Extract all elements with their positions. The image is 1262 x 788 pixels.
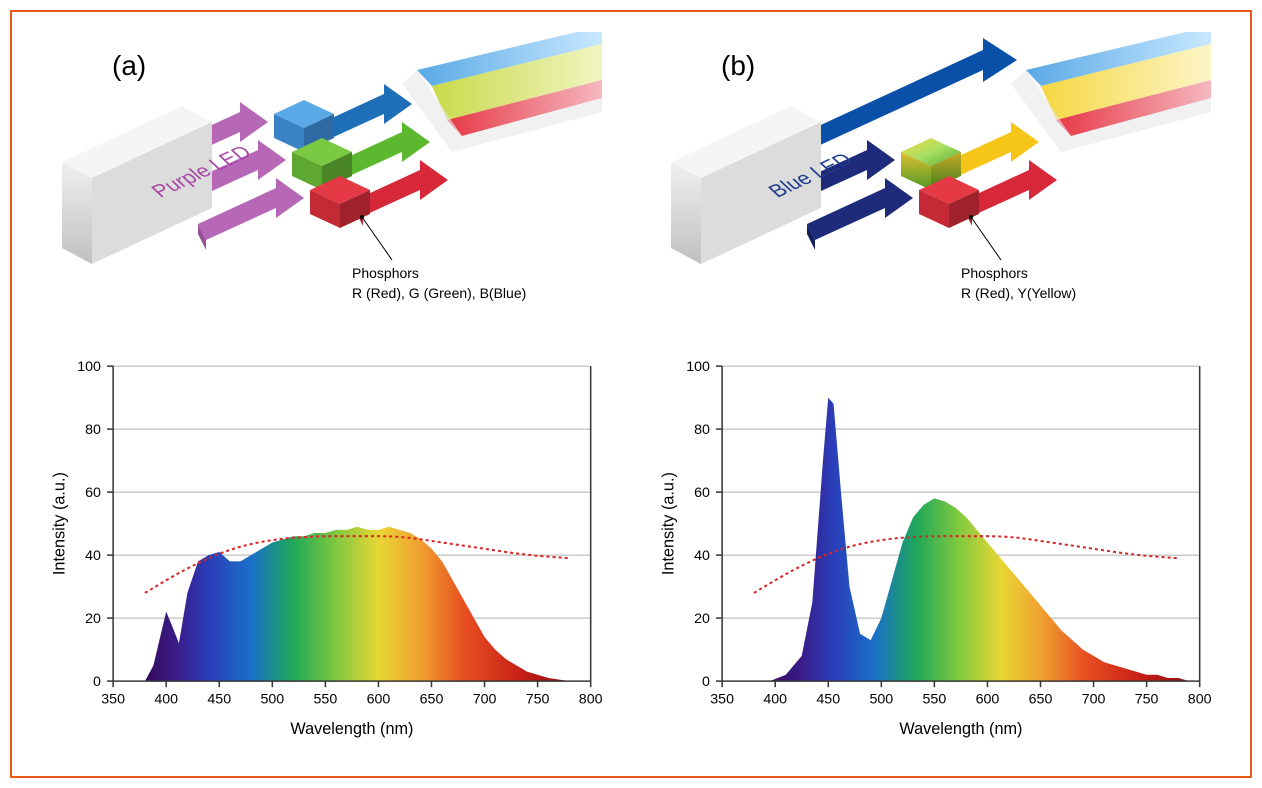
panel-a: (a) bbox=[42, 32, 611, 756]
svg-text:100: 100 bbox=[686, 359, 710, 375]
svg-text:60: 60 bbox=[85, 485, 101, 501]
svg-text:0: 0 bbox=[702, 674, 710, 690]
svg-text:800: 800 bbox=[579, 691, 603, 707]
svg-text:350: 350 bbox=[710, 691, 734, 707]
svg-text:650: 650 bbox=[1029, 691, 1053, 707]
svg-text:400: 400 bbox=[154, 691, 178, 707]
svg-text:500: 500 bbox=[869, 691, 893, 707]
svg-text:80: 80 bbox=[85, 422, 101, 438]
phosphor-caption-a: Phosphors R (Red), G (Green), B(Blue) bbox=[352, 264, 526, 303]
svg-text:550: 550 bbox=[314, 691, 338, 707]
svg-text:20: 20 bbox=[85, 611, 101, 627]
svg-text:450: 450 bbox=[207, 691, 231, 707]
svg-text:700: 700 bbox=[473, 691, 497, 707]
panel-b-label: (b) bbox=[721, 50, 755, 82]
svg-text:550: 550 bbox=[923, 691, 947, 707]
svg-text:700: 700 bbox=[1082, 691, 1106, 707]
svg-text:500: 500 bbox=[260, 691, 284, 707]
figure-frame: (a) bbox=[10, 10, 1252, 778]
chart-a-svg: 350 400 450 500 550 600 650 700 750 800 0 20 40 60 80 1… bbox=[42, 342, 611, 756]
svg-text:100: 100 bbox=[77, 359, 101, 375]
svg-text:650: 650 bbox=[420, 691, 444, 707]
svg-text:400: 400 bbox=[763, 691, 787, 707]
svg-text:450: 450 bbox=[816, 691, 840, 707]
chart-a: 350 400 450 500 550 600 650 700 750 800 0 20 40 60 80 1… bbox=[42, 342, 611, 756]
chart-b-svg: 350 400 450 500 550 600 650 700 750 800 0 20 40 60 80 1… bbox=[651, 342, 1220, 756]
svg-text:Wavelength (nm): Wavelength (nm) bbox=[290, 720, 413, 738]
svg-text:0: 0 bbox=[93, 674, 101, 690]
svg-text:600: 600 bbox=[367, 691, 391, 707]
callout-line-b bbox=[971, 217, 1001, 260]
svg-text:750: 750 bbox=[526, 691, 550, 707]
phosphor-caption-b: Phosphors R (Red), Y(Yellow) bbox=[961, 264, 1076, 303]
svg-text:Wavelength (nm): Wavelength (nm) bbox=[899, 720, 1022, 738]
diagram-a: (a) bbox=[42, 32, 611, 342]
chart-b: 350 400 450 500 550 600 650 700 750 800 0 20 40 60 80 1… bbox=[651, 342, 1220, 756]
svg-text:750: 750 bbox=[1135, 691, 1159, 707]
svg-text:600: 600 bbox=[976, 691, 1000, 707]
panel-b: (b) bbox=[651, 32, 1220, 756]
svg-text:60: 60 bbox=[694, 485, 710, 501]
svg-text:800: 800 bbox=[1188, 691, 1212, 707]
output-beam-a bbox=[402, 32, 602, 152]
svg-text:Intensity (a.u.): Intensity (a.u.) bbox=[50, 472, 68, 575]
diagram-b: (b) bbox=[651, 32, 1220, 342]
panel-a-label: (a) bbox=[112, 50, 146, 82]
svg-text:20: 20 bbox=[694, 611, 710, 627]
callout-line-a bbox=[362, 217, 392, 260]
svg-text:350: 350 bbox=[101, 691, 125, 707]
output-beam-b bbox=[1011, 32, 1211, 152]
svg-text:80: 80 bbox=[694, 422, 710, 438]
svg-text:40: 40 bbox=[85, 548, 101, 564]
svg-text:40: 40 bbox=[694, 548, 710, 564]
svg-text:Intensity (a.u.): Intensity (a.u.) bbox=[659, 472, 677, 575]
